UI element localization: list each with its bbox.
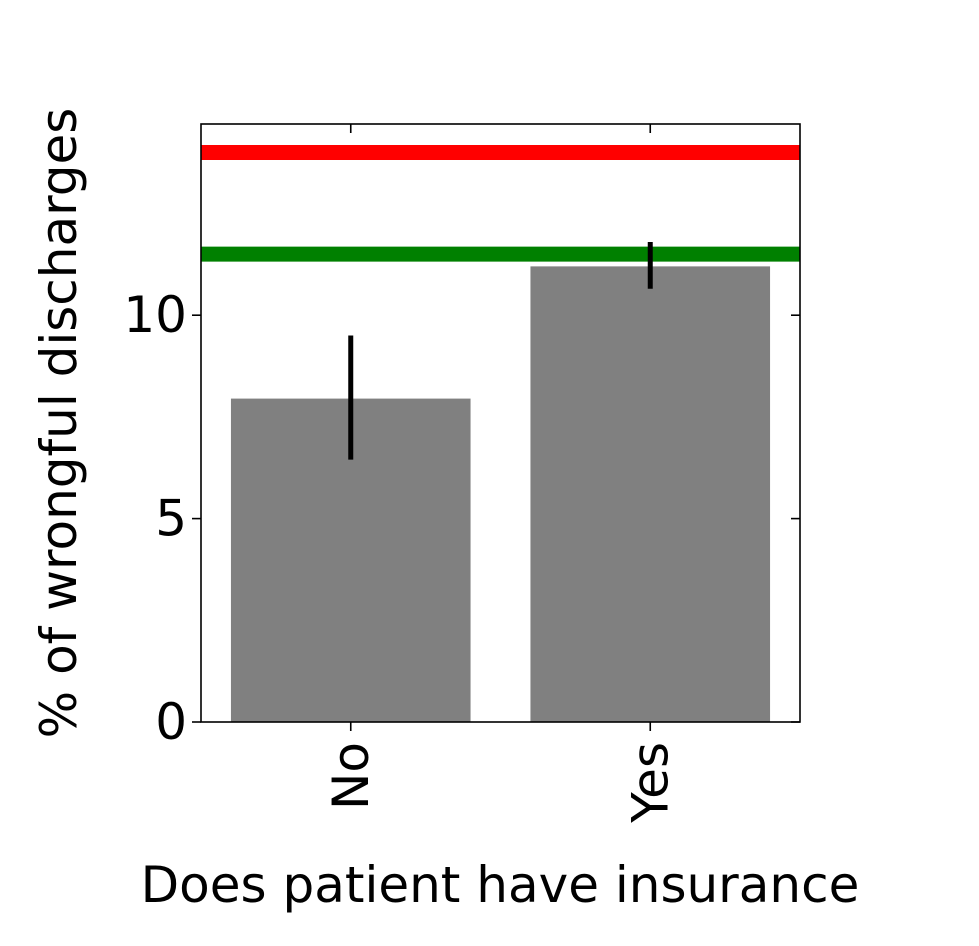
y-tick-labels: 0 5 10 bbox=[123, 286, 187, 751]
y-axis-label: % of wrongful discharges bbox=[30, 108, 88, 739]
ticks-layer bbox=[192, 124, 800, 731]
error-bars-layer bbox=[348, 241, 653, 460]
y-tick-label: 10 bbox=[123, 286, 187, 344]
x-axis-label: Does patient have insurance bbox=[141, 856, 860, 914]
bar-yes bbox=[530, 266, 771, 722]
y-tick-label: 5 bbox=[155, 490, 187, 548]
x-tick-labels: No Yes bbox=[322, 742, 680, 824]
plot-frame bbox=[200, 123, 801, 723]
bars-layer bbox=[230, 266, 771, 722]
reference-lines-layer bbox=[201, 144, 800, 262]
y-tick-label: 0 bbox=[155, 693, 187, 751]
x-tick-label-yes: Yes bbox=[621, 742, 679, 824]
x-tick-label-no: No bbox=[322, 742, 380, 810]
